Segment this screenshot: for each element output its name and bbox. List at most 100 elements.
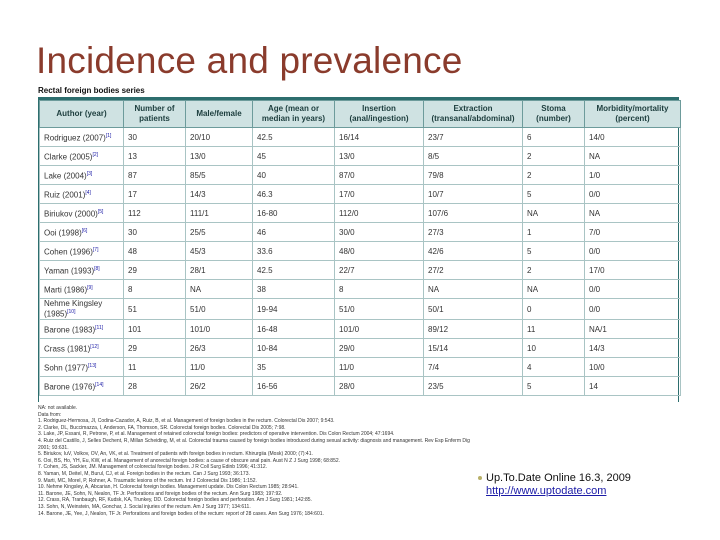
footnote-line: 10. Nehme Kingsley, A, Abcarian, H. Colo… — [38, 484, 299, 491]
table-cell: NA — [522, 203, 585, 223]
table-cell: 19-94 — [252, 298, 335, 320]
table-cell: 5 — [522, 376, 585, 396]
author-cell: Sohn (1977)[13] — [39, 357, 124, 377]
reference-marker[interactable]: [4] — [85, 189, 91, 196]
column-header: Morbidity/mortality (percent) — [584, 100, 681, 128]
table-cell: 17/0 — [334, 184, 424, 204]
table-cell: 30 — [123, 222, 186, 242]
footnote-line: 6. Ooi, BS, Ho, YH, Eu, KW, et al. Manag… — [38, 457, 341, 464]
author-cell: Clarke (2005)[2] — [39, 146, 124, 166]
reference-marker[interactable]: [8] — [94, 265, 100, 272]
table-row: Yaman (1993)[8] 29 28/1 42.5 22/7 27/2 2 17/0 — [39, 260, 681, 280]
table-cell: 27/3 — [423, 222, 523, 242]
table-cell: 8 — [123, 279, 186, 299]
table-caption: Rectal foreign bodies series — [38, 86, 145, 95]
reference-marker[interactable]: [5] — [97, 208, 104, 215]
table-cell: 17/0 — [584, 260, 681, 280]
column-header: Extraction (transanal/abdominal) — [423, 100, 523, 128]
author-cell: Yaman (1993)[8] — [39, 260, 124, 280]
table-cell: 112/0 — [334, 203, 424, 223]
author-name: Ooi (1998) — [44, 228, 82, 238]
table-cell: 11 — [123, 357, 186, 377]
table-row: Cohen (1996)[7] 48 45/3 33.6 48/0 42/6 5 0/0 — [39, 241, 681, 261]
column-header: Age (mean or median in years) — [252, 100, 335, 128]
table-row: Biriukov (2000)[5] 112 111/1 16-80 112/0 107/… — [39, 203, 681, 223]
table-header-row: Author (year) Number of patients Male/fema… — [39, 100, 681, 128]
table-row: Ruiz (2001)[4] 17 14/3 46.3 17/0 10/7 5 0/0 — [39, 184, 681, 204]
footnote-line: 9. Marti, MC, Morel, P, Rohner, A. Traum… — [38, 477, 257, 484]
author-cell: Barone (1976)[14] — [39, 376, 124, 396]
table-cell: 79/8 — [423, 165, 523, 185]
rectal-foreign-bodies-table: Author (year) Number of patients Male/fema… — [39, 100, 681, 396]
author-cell: Rodriguez (2007)[1] — [39, 127, 124, 147]
author-cell: Ooi (1998)[6] — [39, 222, 124, 242]
table-cell: 28 — [123, 376, 186, 396]
reference-marker[interactable]: [14] — [95, 381, 104, 388]
source-text: Up.To.Date Online 16.3, 2009 — [486, 472, 631, 484]
author-cell: Biriukov (2000)[5] — [39, 203, 124, 223]
table-cell: 23/5 — [423, 376, 523, 396]
table-cell: NA/1 — [584, 319, 681, 339]
bullet-icon — [478, 476, 482, 480]
author-name: Biriukov (2000) — [44, 209, 98, 219]
author-cell: Marti (1986)[9] — [39, 279, 124, 299]
footnote-line: 14. Barone, JE, Yee, J, Nealon, TF Jr. P… — [38, 510, 324, 517]
footnote-line: Data from: — [38, 411, 62, 418]
table-cell: 1/0 — [584, 165, 681, 185]
column-header: Stoma (number) — [522, 100, 585, 128]
table-cell: 112 — [123, 203, 186, 223]
table-cell: 2 — [522, 260, 585, 280]
author-name: Nehme Kingsley (1985) — [44, 299, 103, 319]
table-cell: 0 — [522, 298, 585, 320]
table-cell: 0/0 — [584, 279, 681, 299]
footnote-line: NA: not available. — [38, 405, 78, 411]
table-cell: 42/6 — [423, 241, 523, 261]
author-name: Marti (1986) — [44, 285, 88, 295]
reference-marker[interactable]: [2] — [92, 151, 99, 158]
table-row: Sohn (1977)[13] 11 11/0 35 11/0 7/4 4 10/0 — [39, 357, 681, 377]
table-cell: 23/7 — [423, 127, 523, 147]
reference-marker[interactable]: [3] — [86, 170, 93, 177]
table-cell: 107/6 — [423, 203, 523, 223]
table-cell: 16-56 — [252, 376, 335, 396]
table-cell: 20/10 — [185, 127, 253, 147]
table-cell: 29 — [123, 260, 186, 280]
reference-marker[interactable]: [1] — [105, 132, 112, 139]
author-name: Crass (1981) — [44, 344, 91, 354]
source-link[interactable]: http://www.uptodate.com — [486, 485, 607, 497]
table-cell: 30/0 — [334, 222, 424, 242]
table-cell: 46 — [252, 222, 335, 242]
table-cell: 101 — [123, 319, 186, 339]
footnote-line: 3. Lake, JP, Essani, R, Petrone, P, et a… — [38, 431, 395, 438]
footnote-line: 12. Crass, RA, Tranbaugh, RF, Kudsk, KA,… — [38, 497, 312, 504]
table-cell: 13/0 — [185, 146, 253, 166]
table-cell: 42.5 — [252, 127, 335, 147]
table-row: Barone (1976)[14] 28 26/2 16-56 28/0 23/5 5 14 — [39, 376, 681, 396]
source-citation: Up.To.Date Online 16.3, 2009 http://www.… — [486, 472, 631, 498]
table-cell: 26/2 — [185, 376, 253, 396]
table-cell: 16-80 — [252, 203, 335, 223]
table-cell: 5 — [522, 184, 585, 204]
reference-marker[interactable]: [10] — [67, 309, 76, 316]
table-cell: 45/3 — [185, 241, 253, 261]
table-cell: 8/5 — [423, 146, 523, 166]
table-cell: 11/0 — [185, 357, 253, 377]
table-cell: 42.5 — [252, 260, 335, 280]
table-cell: 7/4 — [423, 357, 523, 377]
table-cell: 10/7 — [423, 184, 523, 204]
table-cell: 85/5 — [185, 165, 253, 185]
table-cell: 1 — [522, 222, 585, 242]
footnote-line: 4. Ruiz del Castillo, J, Selles Dechent,… — [38, 437, 470, 444]
table-cell: 27/2 — [423, 260, 523, 280]
reference-marker[interactable]: [6] — [81, 227, 88, 234]
table-row: Barone (1983)[11] 101 101/0 16-48 101/0 89/12… — [39, 319, 681, 339]
reference-marker[interactable]: [11] — [95, 324, 104, 331]
author-cell: Barone (1983)[11] — [39, 319, 124, 339]
reference-marker[interactable]: [9] — [87, 284, 93, 291]
footnote-line: 7. Cohen, JS, Sackier, JM. Management of… — [38, 464, 268, 471]
reference-marker[interactable]: [13] — [88, 362, 97, 369]
reference-marker[interactable]: [7] — [92, 246, 99, 253]
table-cell: 0/0 — [584, 241, 681, 261]
reference-marker[interactable]: [12] — [90, 343, 99, 350]
table-cell: NA — [584, 203, 681, 223]
